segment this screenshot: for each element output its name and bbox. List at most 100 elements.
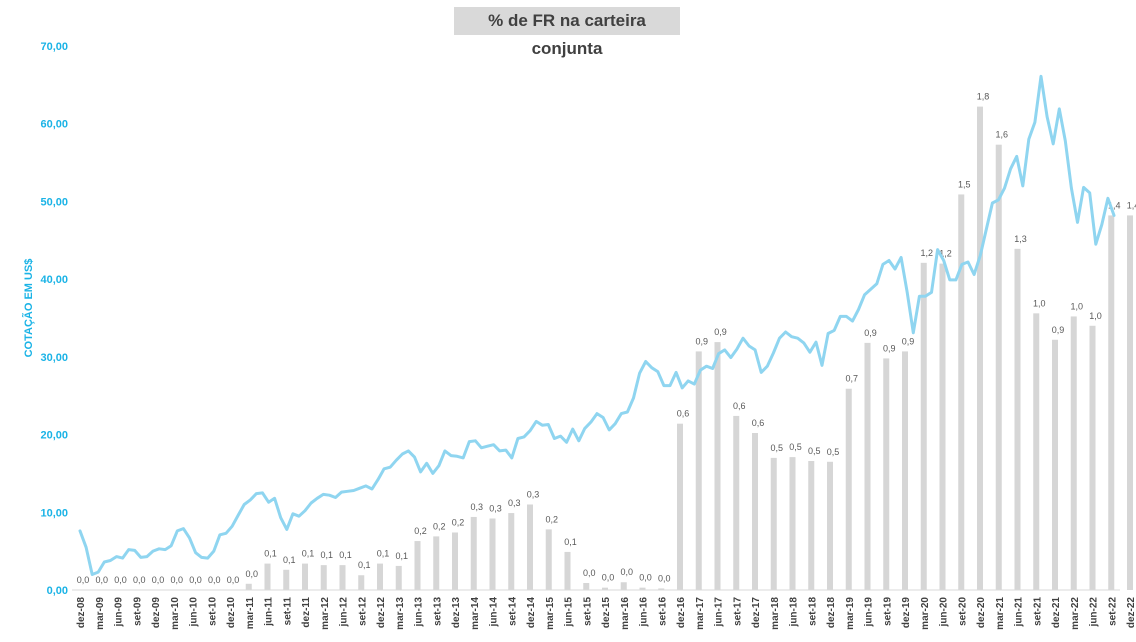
bar-data-label: 0,0: [620, 567, 633, 577]
x-tick-label: dez-19: [901, 597, 912, 629]
x-tick-label: set-19: [882, 597, 893, 626]
bar: [527, 504, 533, 590]
x-tick-label: set-22: [1107, 597, 1118, 626]
x-tick-label: dez-15: [601, 597, 612, 629]
x-tick-label: dez-10: [226, 597, 237, 629]
x-tick-label: dez-11: [301, 597, 312, 628]
bar-data-label: 0,6: [733, 401, 746, 411]
bar: [845, 388, 852, 590]
bar-data-label: 0,1: [564, 537, 577, 547]
x-tick-label: mar-16: [620, 597, 631, 630]
bar: [489, 518, 496, 590]
x-tick-label: jun-16: [639, 597, 650, 628]
bar: [545, 529, 552, 590]
bar: [695, 351, 702, 590]
x-axis-ticks: dez-08 mar-09 jun-09 set-09 dez-09 mar-10 jun-…: [76, 597, 1136, 630]
bar-data-label: 0,0: [95, 575, 108, 585]
y-axis-ticks: 0,00 10,00 20,00 30,00 40,00 50,00 60,00 70,00: [40, 41, 68, 597]
bar-data-label: 0,1: [264, 549, 277, 559]
y-tick-label: 40,00: [40, 274, 68, 286]
bar: [1052, 339, 1058, 590]
bar: [339, 565, 346, 590]
x-tick-label: dez-08: [76, 597, 87, 629]
x-tick-label: set-17: [732, 597, 743, 626]
x-tick-label: set-11: [282, 597, 293, 626]
bar-data-label: 0,5: [789, 442, 802, 452]
x-tick-label: jun-20: [939, 597, 950, 628]
bar: [602, 587, 608, 590]
bar-data-label: 0,2: [433, 521, 446, 531]
bar-data-label: 0,0: [152, 575, 165, 585]
x-tick-label: mar-11: [245, 597, 256, 630]
bar: [902, 351, 908, 590]
bar-data-label: 0,9: [883, 343, 896, 353]
x-tick-label: set-13: [432, 597, 443, 626]
x-tick-label: set-21: [1032, 597, 1043, 626]
x-tick-label: jun-22: [1089, 597, 1100, 628]
bar-data-label: 1,0: [1070, 301, 1083, 311]
y-tick-label: 0,00: [47, 585, 68, 597]
x-tick-label: dez-18: [826, 597, 837, 629]
y-tick-label: 20,00: [40, 430, 68, 442]
line-series: [78, 74, 1116, 576]
bar: [283, 569, 290, 590]
x-tick-label: jun-12: [339, 597, 350, 628]
x-tick-label: mar-22: [1070, 597, 1081, 630]
x-tick-label: dez-13: [451, 597, 462, 629]
x-tick-label: jun-15: [564, 597, 575, 628]
bar-data-label: 1,0: [1033, 298, 1046, 308]
x-tick-label: mar-09: [95, 597, 106, 630]
bar: [358, 575, 365, 590]
y-tick-label: 50,00: [40, 196, 68, 208]
bar-data-label: 0,3: [470, 502, 483, 512]
bar: [920, 262, 927, 590]
bar-data-label: 0,1: [302, 549, 315, 559]
bar-data-labels: 0,0 0,0 0,0 0,0 0,0 0,0 0,0 0,0 0,0 0,0 0,1 0,1 0,1 0…: [77, 92, 1136, 585]
x-tick-label: mar-13: [395, 597, 406, 630]
bar-data-label: 0,0: [77, 575, 90, 585]
bar-data-label: 0,0: [170, 575, 183, 585]
bar-data-label: 0,5: [808, 446, 821, 456]
bar: [1033, 313, 1040, 590]
x-tick-label: mar-17: [695, 597, 706, 630]
bar-data-label: 0,2: [414, 526, 427, 536]
x-tick-label: mar-20: [920, 597, 931, 630]
bar: [770, 457, 777, 590]
bar-data-label: 1,0: [1089, 311, 1102, 321]
bar: [1108, 215, 1115, 590]
bar-data-label: 0,9: [714, 327, 727, 337]
bar: [320, 565, 327, 590]
bar-data-label: 0,9: [1052, 325, 1065, 335]
bar: [508, 513, 515, 590]
bar-data-label: 0,0: [583, 568, 596, 578]
bar-data-label: 0,7: [845, 374, 858, 384]
bar: [808, 460, 815, 590]
x-tick-label: mar-14: [470, 597, 481, 630]
bar-data-label: 1,2: [920, 248, 933, 258]
bar-data-label: 0,0: [189, 575, 202, 585]
bar-data-label: 1,3: [1014, 234, 1027, 244]
bar: [733, 415, 740, 590]
chart-title: % de FR na carteira conjunta: [488, 11, 646, 58]
bar: [714, 342, 721, 590]
bar-data-label: 0,0: [114, 575, 127, 585]
x-tick-label: set-20: [957, 597, 968, 626]
bar: [620, 582, 627, 590]
y-tick-label: 70,00: [40, 41, 68, 53]
x-tick-label: jun-21: [1014, 597, 1025, 628]
bar: [470, 516, 477, 590]
x-tick-label: dez-20: [976, 597, 987, 629]
bar-data-label: 0,1: [358, 560, 371, 570]
bar-data-label: 0,1: [320, 550, 333, 560]
x-tick-label: set-12: [357, 597, 368, 626]
x-tick-label: dez-16: [676, 597, 687, 629]
bar-data-label: 0,0: [658, 573, 671, 583]
x-tick-label: mar-10: [170, 597, 181, 630]
bar: [414, 541, 421, 590]
x-tick-label: mar-12: [320, 597, 331, 630]
bar-data-label: 0,5: [827, 447, 840, 457]
x-tick-label: dez-22: [1126, 597, 1136, 629]
x-tick-label: jun-10: [189, 597, 200, 628]
x-tick-label: dez-17: [751, 597, 762, 629]
bar-data-label: 0,6: [752, 418, 765, 428]
